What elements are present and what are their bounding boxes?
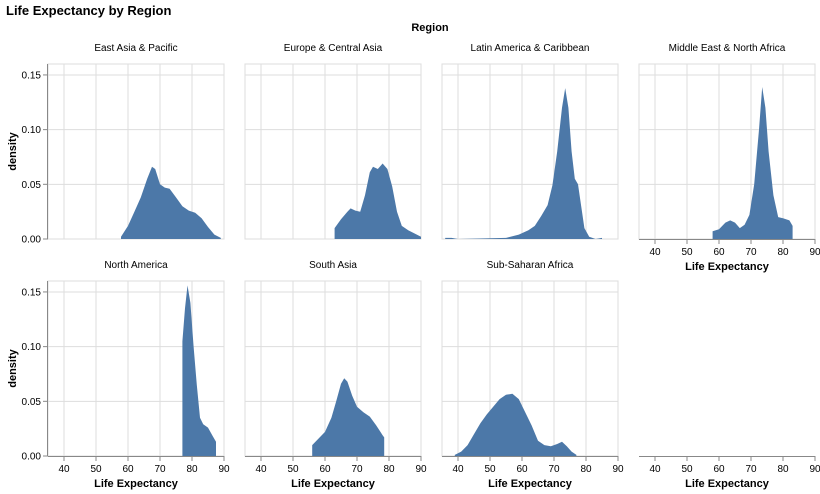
y-tick-label: 0.05 bbox=[22, 397, 42, 408]
panel-frame bbox=[244, 63, 422, 240]
panel-frame bbox=[441, 63, 619, 240]
density-area bbox=[712, 87, 793, 239]
panel-title: Latin America & Caribbean bbox=[471, 43, 590, 54]
x-tick-label: 90 bbox=[415, 464, 427, 475]
y-tick-label: 0.15 bbox=[22, 70, 42, 81]
x-tick-label: 40 bbox=[452, 464, 464, 475]
x-tick-label: 70 bbox=[351, 464, 363, 475]
panel-1: Europe & Central Asia bbox=[244, 43, 422, 240]
panel-title: Sub-Saharan Africa bbox=[487, 260, 574, 271]
facet-title: Region bbox=[411, 22, 449, 34]
panel-title: Middle East & North Africa bbox=[669, 43, 786, 54]
x-tick-label: 50 bbox=[90, 464, 102, 475]
x-tick-label: 90 bbox=[218, 464, 230, 475]
y-axis-title: density bbox=[7, 348, 19, 387]
y-tick-label: 0.10 bbox=[22, 342, 42, 353]
x-axis-title: Life Expectancy bbox=[685, 478, 770, 490]
x-axis-title: Life Expectancy bbox=[685, 261, 770, 273]
panel-title: North America bbox=[104, 260, 168, 271]
panel-frame bbox=[638, 63, 816, 240]
panel-5: South Asia 40 50 60 70 80 90 Life Expectancy bbox=[244, 260, 427, 490]
y-axis-title: density bbox=[7, 131, 19, 170]
x-tick-label: 50 bbox=[484, 464, 496, 475]
x-tick-label: 70 bbox=[154, 464, 166, 475]
x-tick-label: 80 bbox=[777, 464, 789, 475]
density-area bbox=[312, 378, 385, 456]
panel-title: Europe & Central Asia bbox=[284, 43, 383, 54]
x-tick-label: 50 bbox=[287, 464, 299, 475]
x-tick-label: 80 bbox=[777, 247, 789, 258]
panel-6: Sub-Saharan Africa 40 50 60 70 80 90 Life Expec… bbox=[441, 260, 624, 490]
y-tick-label: 0.05 bbox=[22, 180, 42, 191]
x-tick-label: 40 bbox=[649, 247, 661, 258]
panel-title: South Asia bbox=[309, 260, 357, 271]
x-tick-label: 80 bbox=[383, 464, 395, 475]
x-tick-label: 90 bbox=[809, 247, 820, 258]
chart-title: Life Expectancy by Region bbox=[6, 3, 171, 18]
density-area bbox=[182, 285, 216, 456]
x-tick-label: 60 bbox=[319, 464, 331, 475]
x-tick-label: 80 bbox=[580, 464, 592, 475]
panel-4: North America 40 50 60 70 80 90 Life Expectancy… bbox=[7, 260, 230, 490]
x-tick-label: 50 bbox=[681, 464, 693, 475]
panel-3: Middle East & North Africa 40 50 60 70 80 90 Li… bbox=[638, 43, 820, 273]
y-tick-label: 0.00 bbox=[22, 452, 42, 463]
x-tick-label: 40 bbox=[255, 464, 267, 475]
panel-title: East Asia & Pacific bbox=[94, 43, 177, 54]
panels-group: East Asia & Pacific 0.00 0.05 0.10 0.15 densi… bbox=[7, 43, 820, 490]
x-tick-label: 40 bbox=[649, 464, 661, 475]
x-tick-label: 80 bbox=[186, 464, 198, 475]
x-tick-label: 60 bbox=[713, 464, 725, 475]
x-tick-label: 50 bbox=[681, 247, 693, 258]
panel-2: Latin America & Caribbean bbox=[441, 43, 619, 240]
y-tick-label: 0.15 bbox=[22, 287, 42, 298]
x-axis-title: Life Expectancy bbox=[488, 478, 573, 490]
x-tick-label: 70 bbox=[548, 464, 560, 475]
density-area bbox=[334, 163, 421, 239]
x-tick-label: 40 bbox=[58, 464, 70, 475]
density-area bbox=[445, 88, 602, 239]
x-tick-label: 70 bbox=[745, 464, 757, 475]
x-tick-label: 60 bbox=[713, 247, 725, 258]
density-area bbox=[454, 393, 577, 456]
panel-0: East Asia & Pacific 0.00 0.05 0.10 0.15 densi… bbox=[7, 43, 225, 246]
x-tick-label: 60 bbox=[516, 464, 528, 475]
density-area bbox=[121, 166, 221, 239]
x-tick-label: 90 bbox=[809, 464, 820, 475]
y-tick-label: 0.10 bbox=[22, 125, 42, 136]
x-tick-label: 90 bbox=[612, 464, 624, 475]
x-tick-label: 70 bbox=[745, 247, 757, 258]
panel-7: 40 50 60 70 80 90 Life Expectancy bbox=[639, 456, 820, 490]
x-axis-title: Life Expectancy bbox=[94, 478, 179, 490]
x-tick-label: 60 bbox=[122, 464, 134, 475]
y-tick-label: 0.00 bbox=[22, 235, 42, 246]
x-axis-title: Life Expectancy bbox=[291, 478, 376, 490]
